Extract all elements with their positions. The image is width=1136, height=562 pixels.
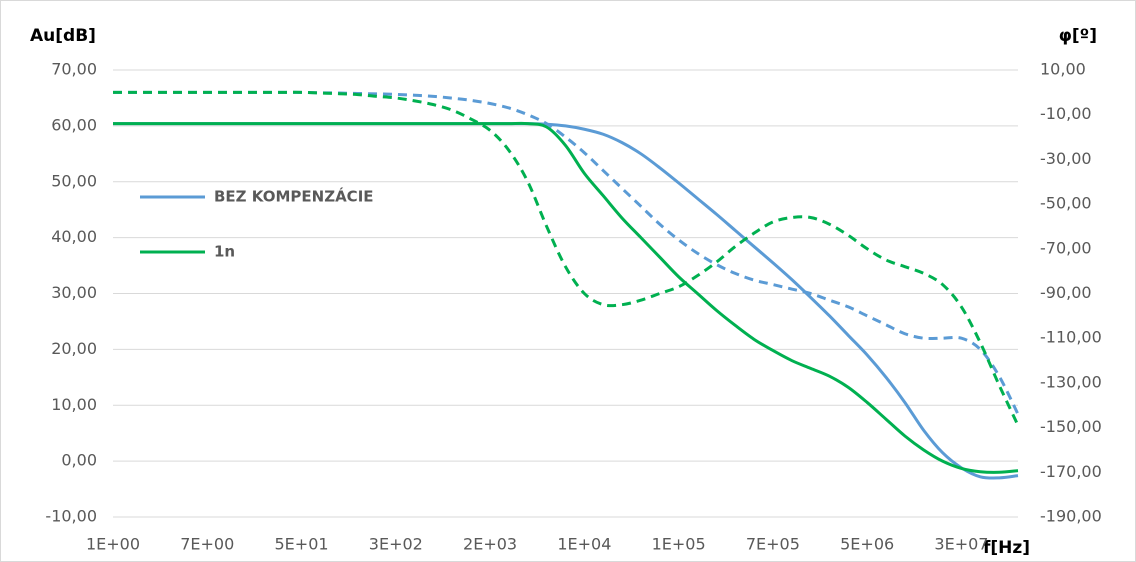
x-tick-label: 1E+04: [557, 535, 611, 554]
y-tick-label: 30,00: [51, 283, 97, 302]
x-tick-label: 1E+05: [652, 535, 706, 554]
y-tick-label: 70,00: [51, 60, 97, 79]
y-tick-label: 20,00: [51, 339, 97, 358]
y2-tick-label: -170,00: [1040, 462, 1102, 481]
x-axis-label: f[Hz]: [983, 538, 1030, 558]
legend-label: BEZ KOMPENZÁCIE: [214, 187, 374, 206]
y2-tick-label: -90,00: [1040, 283, 1092, 302]
x-tick-label: 2E+03: [463, 535, 517, 554]
x-tick-label: 3E+02: [369, 535, 423, 554]
y-axis-label: Au[dB]: [30, 26, 96, 46]
y-tick-label: 60,00: [51, 115, 97, 134]
y2-tick-label: -70,00: [1040, 238, 1092, 257]
series-line: [112, 90, 1020, 427]
x-tick-label: 3E+07: [934, 535, 988, 554]
y2-axis-label: φ[º]: [1059, 26, 1097, 46]
series-line: [112, 121, 1019, 474]
y2-tick-label: -110,00: [1040, 328, 1102, 347]
y-tick-label: 40,00: [51, 227, 97, 246]
x-tick-label: 7E+05: [746, 535, 800, 554]
y-tick-label: 10,00: [51, 395, 97, 414]
y2-tick-label: -130,00: [1040, 372, 1102, 391]
x-tick-label: 5E+01: [275, 535, 329, 554]
y-tick-label: -10,00: [45, 507, 97, 526]
y-tick-label: 50,00: [51, 171, 97, 190]
x-tick-label: 5E+06: [840, 535, 894, 554]
y2-tick-label: 10,00: [1040, 60, 1086, 79]
x-tick-label: 7E+00: [180, 535, 234, 554]
x-tick-label: 1E+00: [86, 535, 140, 554]
y-tick-label: 0,00: [61, 451, 97, 470]
y2-tick-label: -150,00: [1040, 417, 1102, 436]
y2-tick-label: -30,00: [1040, 149, 1092, 168]
y2-tick-label: -190,00: [1040, 507, 1102, 526]
y2-tick-label: -10,00: [1040, 104, 1092, 123]
y2-tick-label: -50,00: [1040, 194, 1092, 213]
legend-label: 1n: [214, 243, 235, 261]
